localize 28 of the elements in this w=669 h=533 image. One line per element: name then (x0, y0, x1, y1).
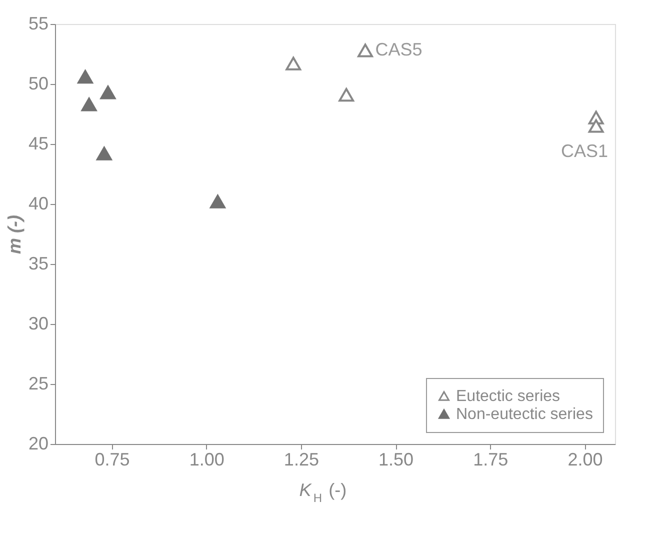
point (338, 88, 354, 102)
y-tick-label: 40 (28, 194, 48, 214)
point (100, 86, 116, 100)
legend-label: Non-eutectic series (456, 406, 593, 423)
y-tick-label: 25 (28, 374, 48, 394)
point (81, 98, 97, 112)
y-tick-label: 50 (28, 74, 48, 94)
x-tick-label: 0.75 (94, 450, 130, 470)
point (286, 56, 302, 70)
point (210, 194, 226, 208)
legend-label: Eutectic series (456, 388, 560, 405)
y-tick-label: 20 (28, 434, 48, 454)
x-tick-label: 2.00 (568, 450, 603, 470)
y-tick-label: 55 (28, 14, 48, 34)
point (358, 44, 373, 58)
y-tick-label: 35 (28, 254, 48, 274)
y-tick-label: 30 (28, 314, 48, 334)
annotation: CAS5 (375, 39, 422, 60)
point (96, 146, 112, 160)
annotation: CAS1 (561, 141, 608, 161)
x-tick-label: 1.25 (284, 450, 319, 470)
x-tick-label: 1.75 (473, 450, 508, 470)
x-tick-label: 1.00 (189, 450, 224, 470)
point (78, 70, 93, 84)
y-tick-label: 45 (28, 134, 48, 154)
y-axis-title: m (-) (4, 215, 24, 254)
x-tick-label: 1.50 (378, 450, 414, 470)
point (588, 119, 604, 133)
